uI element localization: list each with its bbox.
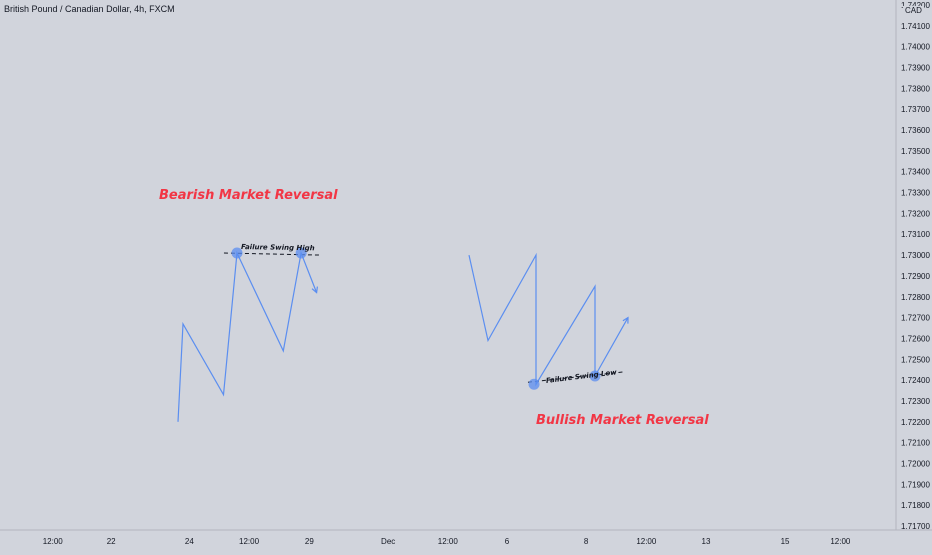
arrow-heads	[311, 286, 629, 324]
time-tick-label: 22	[107, 537, 116, 546]
price-tick-label: 1.73200	[901, 209, 930, 218]
arrow-head-icon	[622, 316, 629, 324]
arrow-head-icon	[311, 286, 318, 294]
price-tick-label: 1.73800	[901, 84, 930, 93]
price-tick-label: 1.73500	[901, 147, 930, 156]
price-tick-label: 1.73900	[901, 64, 930, 73]
failure-swing-high-label: Failure Swing High	[240, 243, 315, 253]
price-tick-label: 1.73400	[901, 168, 930, 177]
price-tick-label: 1.73000	[901, 251, 930, 260]
price-tick-label: 1.72500	[901, 355, 930, 364]
price-tick-label: 1.71700	[901, 522, 930, 531]
swing-markers	[231, 247, 601, 390]
price-tick-label: 1.73100	[901, 230, 930, 239]
time-tick-label: 12:00	[239, 537, 260, 546]
price-tick-label: 1.72700	[901, 314, 930, 323]
time-tick-label: 29	[305, 537, 314, 546]
price-tick-label: 1.72600	[901, 334, 930, 343]
time-tick-label: 13	[702, 537, 711, 546]
time-tick-label: Dec	[381, 537, 395, 546]
price-tick-label: 1.71800	[901, 501, 930, 510]
time-tick-label: 12:00	[830, 537, 851, 546]
bullish-reversal-label: Bullish Market Reversal	[536, 413, 709, 428]
time-tick-label: 15	[781, 537, 790, 546]
price-tick-label: 1.74000	[901, 43, 930, 52]
price-tick-label: 1.72400	[901, 376, 930, 385]
swing-point-marker	[589, 370, 601, 382]
swing-point-marker	[295, 247, 307, 259]
time-tick-label: 12:00	[43, 537, 64, 546]
time-tick-label: 12:00	[636, 537, 657, 546]
time-tick-label: 24	[185, 537, 194, 546]
symbol-title: British Pound / Canadian Dollar, 4h, FXC…	[4, 4, 175, 14]
swing-point-marker	[528, 378, 540, 390]
price-tick-label: 1.72300	[901, 397, 930, 406]
price-axis[interactable]: 1.74200 1.74100 1.74000 1.73900 1.73800 1.737…	[901, 1, 930, 531]
time-tick-label: 12:00	[438, 537, 459, 546]
time-tick-label: 8	[584, 537, 589, 546]
price-tick-label: 1.73300	[901, 189, 930, 198]
price-tick-label: 1.74100	[901, 22, 930, 31]
price-tick-label: 1.72000	[901, 459, 930, 468]
time-tick-label: 6	[505, 537, 510, 546]
price-tick-label: 1.73700	[901, 105, 930, 114]
failure-level-line	[527, 371, 626, 383]
time-axis[interactable]: 12:00 22 24 12:00 29 Dec 12:00 6 8 12:00 13 15 12:00	[43, 537, 851, 546]
price-tick-label: 1.72800	[901, 293, 930, 302]
price-tick-label: 1.73600	[901, 126, 930, 135]
swing-point-marker	[231, 247, 243, 259]
price-tick-label: 1.72900	[901, 272, 930, 281]
price-tick-label: 1.74200	[901, 1, 930, 10]
price-tick-label: 1.72100	[901, 439, 930, 448]
price-tick-label: 1.72200	[901, 418, 930, 427]
bearish-reversal-label: Bearish Market Reversal	[159, 188, 338, 203]
currency-label: CAD	[903, 6, 924, 15]
price-tick-label: 1.71900	[901, 480, 930, 489]
